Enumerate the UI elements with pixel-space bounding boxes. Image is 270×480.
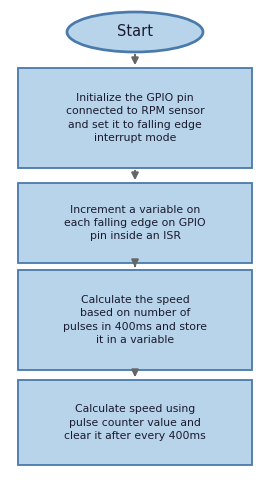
FancyBboxPatch shape [18, 380, 252, 465]
Text: Initialize the GPIO pin
connected to RPM sensor
and set it to falling edge
inter: Initialize the GPIO pin connected to RPM… [66, 93, 204, 143]
FancyBboxPatch shape [18, 68, 252, 168]
Ellipse shape [67, 12, 203, 52]
Text: Increment a variable on
each falling edge on GPIO
pin inside an ISR: Increment a variable on each falling edg… [64, 205, 206, 241]
Text: Calculate speed using
pulse counter value and
clear it after every 400ms: Calculate speed using pulse counter valu… [64, 404, 206, 441]
FancyBboxPatch shape [18, 183, 252, 263]
Text: Start: Start [117, 24, 153, 39]
Text: Calculate the speed
based on number of
pulses in 400ms and store
it in a variabl: Calculate the speed based on number of p… [63, 295, 207, 345]
FancyBboxPatch shape [18, 270, 252, 370]
